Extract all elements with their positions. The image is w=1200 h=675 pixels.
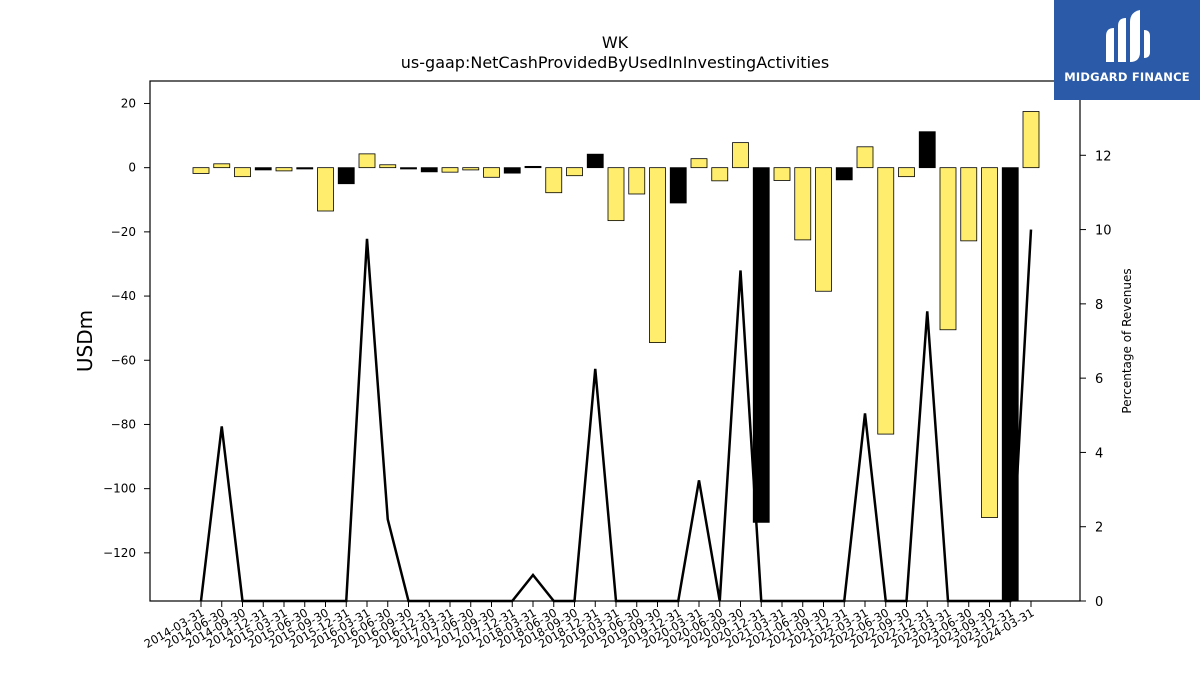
bar-2016-09-30 xyxy=(400,167,417,170)
bar-2019-09-30 xyxy=(649,167,666,344)
bar-2023-06-30 xyxy=(960,167,978,242)
y2-tick-label: 2 xyxy=(1095,521,1103,536)
bar-2015-03-31 xyxy=(275,167,293,172)
midgard-logo-icon xyxy=(1106,10,1150,62)
bar-2016-06-30 xyxy=(379,164,397,169)
chart-title: WK xyxy=(602,33,629,52)
bar-2021-03-31 xyxy=(773,167,791,181)
y2-tick-label: 12 xyxy=(1095,149,1112,164)
percentage-line xyxy=(199,229,1033,603)
bar-2015-09-30 xyxy=(317,167,334,212)
y-tick-label: −40 xyxy=(111,289,136,303)
chart-subtitle: us-gaap:NetCashProvidedByUsedInInvesting… xyxy=(401,53,829,72)
logo-text: MIDGARD FINANCE xyxy=(1064,70,1190,84)
bar-2022-06-30 xyxy=(877,167,895,435)
y2-tick-label: 4 xyxy=(1095,446,1103,461)
bar-2017-12-31 xyxy=(503,167,521,174)
bar-2022-09-30 xyxy=(898,167,915,178)
bar-2021-06-30 xyxy=(794,167,812,241)
bar-2015-06-30 xyxy=(296,167,314,170)
bar-2020-03-31 xyxy=(690,158,708,169)
bar-2023-09-30 xyxy=(981,167,998,518)
y-tick-label: −60 xyxy=(111,353,136,367)
bar-2018-06-30 xyxy=(545,167,563,194)
plot-frame xyxy=(149,80,1081,602)
bar-2014-06-30 xyxy=(213,163,231,169)
y2-tick-label: 10 xyxy=(1095,224,1112,239)
bar-2022-03-31 xyxy=(856,146,874,169)
bar-2019-06-30 xyxy=(628,167,646,195)
y-tick-label: −100 xyxy=(103,482,136,496)
bar-2017-03-31 xyxy=(441,167,459,173)
bar-2014-12-31 xyxy=(254,167,272,171)
bar-2015-12-31 xyxy=(337,167,355,185)
bar-2018-03-31 xyxy=(524,165,542,169)
y2-tick-label: 6 xyxy=(1095,372,1103,387)
bar-2019-03-31 xyxy=(607,167,625,222)
bar-2021-09-30 xyxy=(815,167,832,292)
bar-2016-03-31 xyxy=(358,153,376,169)
y-tick-label: −80 xyxy=(111,417,136,431)
bar-2024-03-31 xyxy=(1022,111,1040,169)
bar-2020-09-30 xyxy=(732,142,749,169)
bar-2016-12-31 xyxy=(420,167,438,173)
y-axis-label: USDm xyxy=(73,310,97,372)
bar-2014-09-30 xyxy=(234,167,251,178)
bar-2018-12-31 xyxy=(586,153,604,169)
bar-2021-12-31 xyxy=(835,167,853,181)
y-tick-label: −120 xyxy=(103,546,136,560)
midgard-finance-logo: MIDGARD FINANCE xyxy=(1054,0,1200,100)
bar-2017-09-30 xyxy=(483,167,500,178)
y-tick-label: −20 xyxy=(111,225,136,239)
bar-2023-03-31 xyxy=(939,167,957,331)
bar-2020-12-31 xyxy=(752,167,770,523)
bar-2019-12-31 xyxy=(669,167,687,204)
bar-2017-06-30 xyxy=(462,167,480,171)
y-tick-label: 20 xyxy=(121,96,136,110)
y-tick-label: 0 xyxy=(128,161,136,175)
bar-2022-12-31 xyxy=(918,131,936,169)
y2-tick-label: 8 xyxy=(1095,298,1103,313)
bar-2023-12-31 xyxy=(1001,167,1019,602)
y2-tick-label: 0 xyxy=(1095,595,1103,610)
bar-2014-03-31 xyxy=(192,167,210,174)
y2-axis-label: Percentage of Revenues xyxy=(1120,268,1134,413)
bar-2018-09-30 xyxy=(566,167,583,177)
bar-2020-06-30 xyxy=(711,167,729,182)
